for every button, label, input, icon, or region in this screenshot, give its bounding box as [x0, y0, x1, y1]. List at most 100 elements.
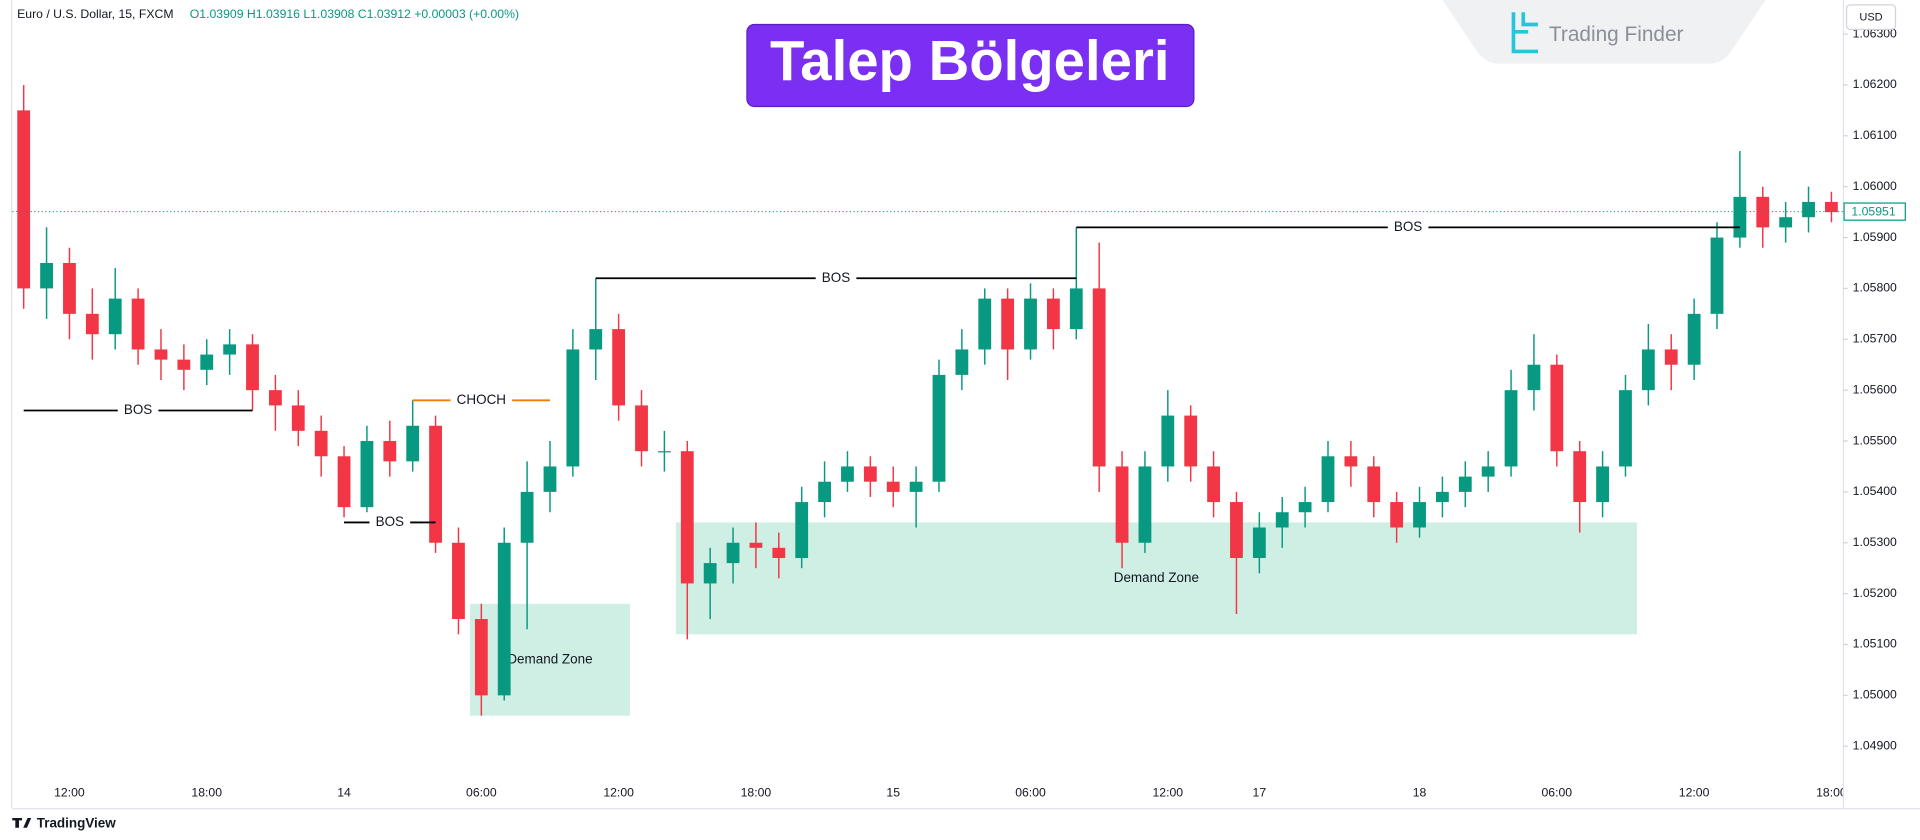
candle-body	[818, 481, 831, 503]
level-label: BOS	[1394, 219, 1422, 234]
candle-body	[1733, 196, 1747, 238]
y-tick-label: 1.05200	[1853, 586, 1897, 600]
candle-body	[85, 313, 99, 335]
candle-body	[1710, 237, 1724, 314]
candle-body	[452, 542, 465, 620]
candle-body	[566, 349, 580, 467]
candle-body	[17, 110, 31, 289]
candle-body	[749, 542, 763, 548]
candle-body	[1504, 390, 1518, 467]
demand-zone	[675, 522, 1637, 635]
candle-body	[1001, 298, 1015, 350]
x-tick-label: 18	[1413, 786, 1427, 800]
title-badge	[746, 23, 1195, 108]
candle-body	[1161, 415, 1175, 467]
candle-body	[978, 298, 992, 350]
symbol: Euro / U.S. Dollar, 15, FXCM	[17, 7, 173, 21]
level-label: BOS	[376, 514, 404, 529]
candle-body	[680, 451, 694, 584]
candle-body	[1619, 390, 1632, 467]
candle-body	[291, 405, 305, 431]
time-axis: 12:00 18:00 14 06:00 12:00 18:00 15 06:00 12:00 1…	[54, 786, 1847, 800]
candle-body	[1069, 288, 1083, 330]
y-tick-label: 1.04900	[1853, 738, 1897, 752]
candle-body	[1367, 466, 1381, 503]
candle-body	[1687, 313, 1701, 365]
axes: 1.04900 1.05000 1.05100 1.05200 1.05300 1.054…	[12, 26, 1906, 752]
candle-body	[1024, 298, 1037, 350]
brand-name: Trading Finder	[1549, 23, 1684, 46]
zone-label: Demand Zone	[507, 651, 592, 666]
candle-body	[1344, 456, 1358, 467]
level-label-bg	[450, 391, 513, 409]
currency[interactable]: USD	[1859, 12, 1882, 24]
candle-body	[383, 441, 397, 462]
last-price-label: 1.05951	[1851, 204, 1895, 218]
x-tick-label: 14	[337, 786, 351, 800]
demand-zone	[469, 603, 631, 716]
candle-body	[932, 374, 946, 482]
candle-body	[520, 491, 534, 543]
candle-body	[1436, 491, 1449, 503]
candle-body	[429, 425, 442, 543]
candle-body	[246, 344, 259, 391]
x-tick-label: 06:00	[1542, 786, 1573, 800]
candle-body	[1802, 201, 1815, 218]
candle-body	[497, 542, 511, 696]
ohlc: O1.03909 H1.03916 L1.03908 C1.03912 +0.0…	[190, 7, 519, 21]
y-tick-label: 1.05300	[1853, 535, 1897, 549]
brand-logo	[1511, 12, 1538, 54]
level-label-bg	[369, 513, 411, 531]
currency-box[interactable]	[1845, 4, 1897, 30]
candle-body	[703, 563, 717, 584]
candle-body	[1825, 201, 1838, 213]
candle-body	[909, 481, 923, 492]
candle-body	[1550, 364, 1564, 452]
candle-body	[1275, 512, 1289, 528]
y-tick-label: 1.05100	[1853, 637, 1897, 651]
candle-body	[1092, 288, 1106, 467]
level-label-bg	[117, 401, 159, 420]
candle-body	[726, 542, 740, 564]
y-tick-label: 1.05900	[1853, 230, 1897, 244]
candle-body	[1390, 502, 1404, 528]
candle-body	[772, 547, 786, 559]
level-label-bg	[815, 269, 857, 287]
candle-body	[589, 329, 603, 350]
y-tick-label: 1.05400	[1853, 484, 1897, 498]
x-tick-label: 18:00	[1816, 786, 1847, 800]
y-tick-label: 1.06200	[1853, 77, 1897, 91]
candle-body	[1596, 466, 1609, 503]
x-tick-label: 12:00	[1153, 786, 1184, 800]
candle-body	[1321, 456, 1335, 503]
x-tick-label: 06:00	[1015, 786, 1046, 800]
candle-body	[1298, 502, 1312, 513]
candle-body	[1138, 466, 1152, 543]
y-tick-label: 1.05800	[1853, 281, 1897, 295]
x-tick-label: 12:00	[603, 786, 634, 800]
level-label: CHOCH	[457, 392, 506, 407]
candle-body	[1252, 527, 1266, 559]
candle-body	[360, 441, 374, 508]
candle-body	[200, 354, 214, 370]
y-tick-label: 1.05500	[1853, 433, 1897, 447]
candle-body	[154, 349, 168, 360]
candle-body	[795, 502, 809, 559]
candle-body	[314, 430, 328, 457]
candle-body	[1779, 217, 1793, 228]
candle-body	[223, 344, 237, 355]
level-label-bg	[1387, 218, 1429, 236]
candle-body	[474, 619, 488, 696]
x-tick-label: 12:00	[54, 786, 85, 800]
candle-body	[955, 349, 969, 375]
candle-body	[1756, 196, 1770, 228]
y-tick-label: 1.05700	[1853, 332, 1897, 346]
candle-body	[108, 298, 122, 335]
levels: BOS BOS CHOCH BOS BOS	[23, 218, 1740, 531]
candle-body	[1207, 466, 1220, 503]
candle-body	[1481, 466, 1495, 477]
candle-body	[406, 425, 420, 462]
candle-body	[543, 466, 557, 492]
